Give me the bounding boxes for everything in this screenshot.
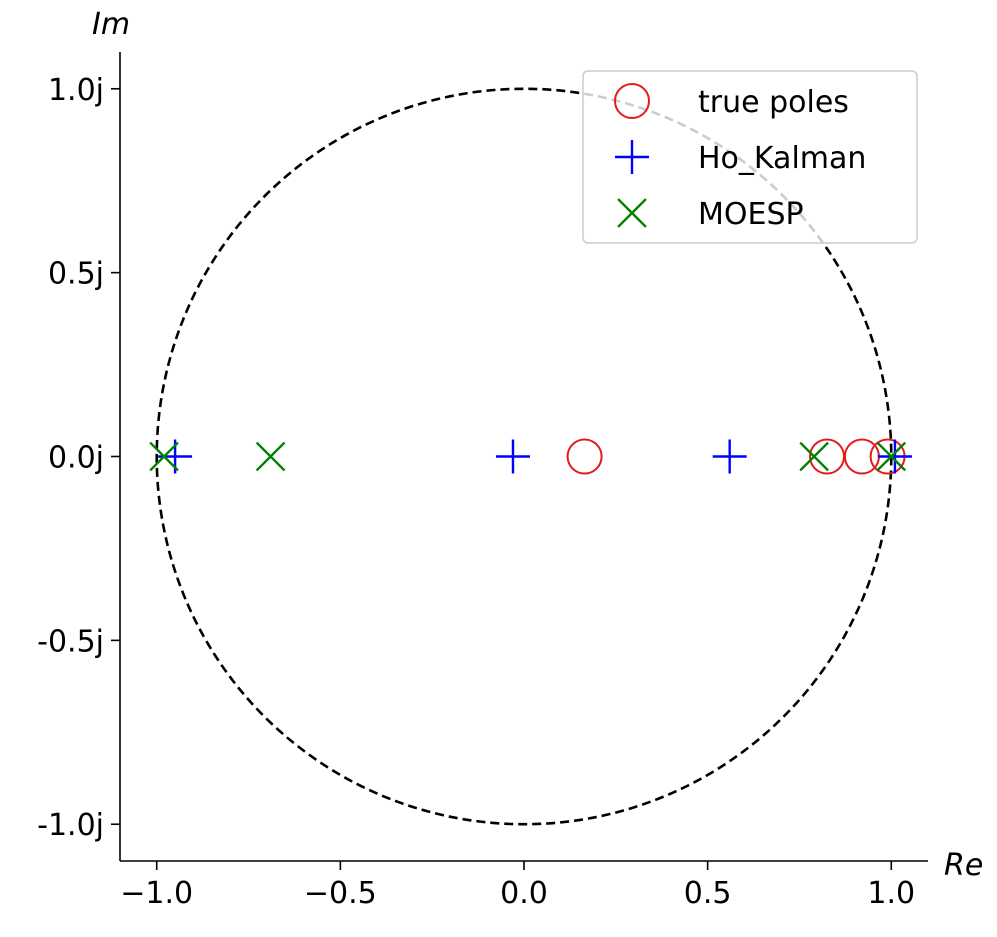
data-point-circle-2 [843,438,880,475]
y-axis-label: Im [92,7,130,42]
y-tick-label: 0.0j [48,441,104,476]
y-tick-label: 1.0j [48,73,104,108]
x-tick-label: 1.0 [867,876,915,911]
legend-box [582,70,918,244]
y-axis-ticks: 1.0j 0.5j 0.0j -0.5j -1.0j [37,73,120,843]
data-point-x-2 [799,441,829,472]
series-plus [158,439,912,474]
legend: true poles Ho_Kalman MOESP [582,70,918,244]
legend-marker-circle [614,83,650,119]
data-point-circle-0 [566,438,603,475]
legend-marker-x [617,198,647,228]
legend-label: MOESP [698,197,804,232]
data-point-x-3 [876,441,907,472]
data-point-x-0 [149,441,179,472]
y-tick-label: -1.0j [37,808,104,843]
data-point-plus-3 [877,439,912,474]
legend-marker-plus [615,140,649,174]
data-point-x-1 [255,441,286,472]
plot-area [149,87,912,826]
data-point-plus-1 [495,439,530,474]
y-tick-label: 0.5j [48,257,104,292]
x-tick-label: −1.0 [120,876,193,911]
y-tick-label: -0.5j [37,624,104,659]
x-axis-ticks: −1.0 −0.5 0.0 0.5 1.0 [120,861,915,911]
legend-label: true poles [698,85,849,120]
x-axis-label: Re [944,848,983,883]
x-tick-label: −0.5 [304,876,377,911]
x-tick-label: 0.5 [684,876,732,911]
series-x [149,441,907,472]
legend-label: Ho_Kalman [698,141,866,176]
x-tick-label: 0.0 [500,876,548,911]
data-point-plus-2 [712,439,747,474]
